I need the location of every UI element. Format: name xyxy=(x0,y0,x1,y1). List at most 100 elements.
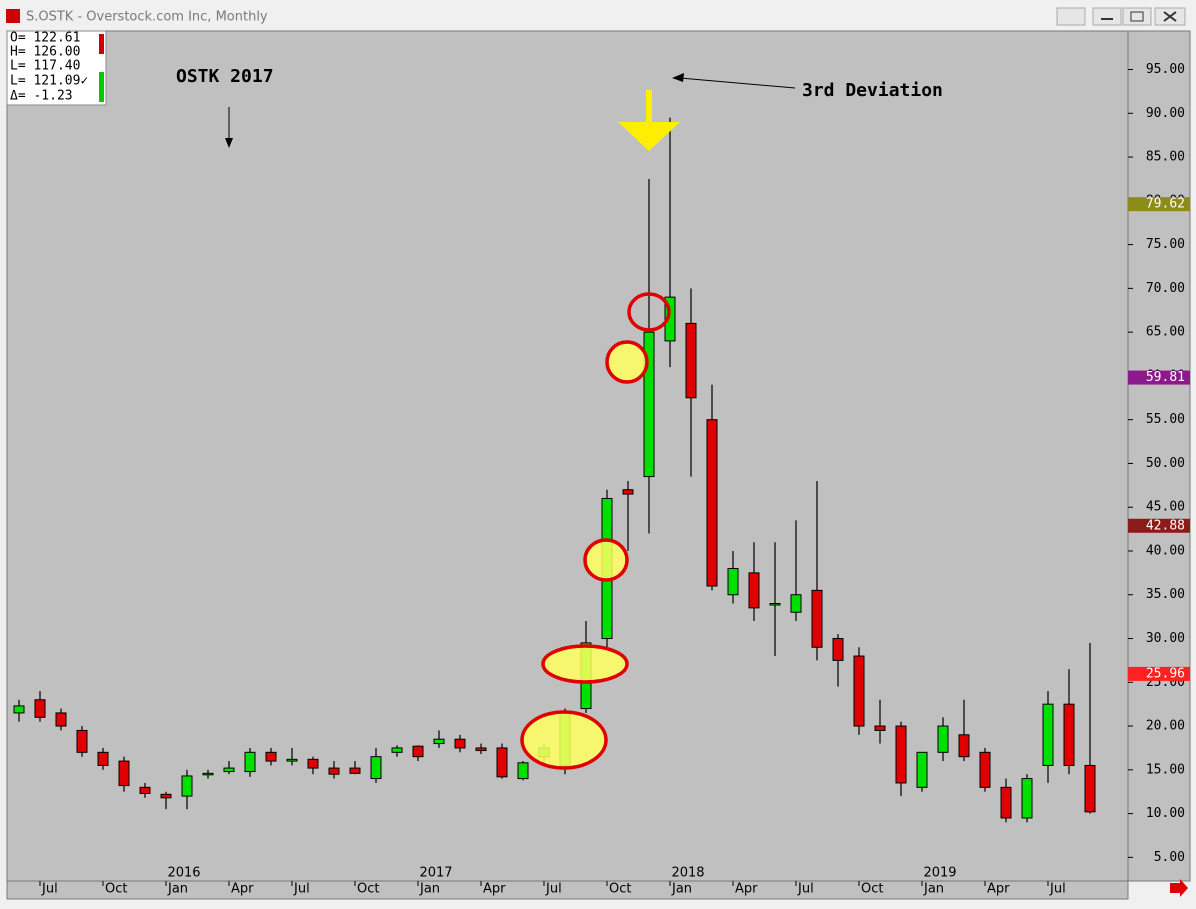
x-tick-label: Oct xyxy=(609,882,631,897)
candle-body xyxy=(34,699,46,718)
y-tick-label: 70.00 xyxy=(1146,281,1185,296)
scroll-arrow[interactable] xyxy=(1170,879,1188,897)
candle-body xyxy=(790,594,802,613)
candle-body xyxy=(706,419,718,587)
x-tick-label: Jul xyxy=(1049,882,1066,897)
candle-body xyxy=(118,760,130,787)
price-tag xyxy=(1128,370,1190,385)
window-title: S.OSTK - Overstock.com Inc, Monthly xyxy=(26,10,268,25)
candle-body xyxy=(727,567,739,596)
highlight-ellipse xyxy=(627,292,671,332)
candle-body xyxy=(454,738,466,749)
info-last: L= 121.09✓ xyxy=(10,74,88,89)
candle-body xyxy=(496,747,508,778)
highlights xyxy=(520,292,671,770)
candle-body xyxy=(664,296,676,342)
year-label: 2018 xyxy=(671,866,704,881)
app-icon xyxy=(6,9,20,23)
highlight-ellipse xyxy=(520,710,608,770)
candle-body xyxy=(853,655,865,727)
candle-body xyxy=(958,734,970,758)
y-tick-label: 40.00 xyxy=(1146,543,1185,558)
y-tick-label: 95.00 xyxy=(1146,62,1185,77)
candle-body xyxy=(328,767,340,775)
x-tick-label: Apr xyxy=(735,882,758,897)
candle-body xyxy=(475,747,487,752)
x-tick-label: Jan xyxy=(419,882,440,897)
price-axis xyxy=(1127,30,1191,882)
minimize-button[interactable] xyxy=(1092,7,1122,26)
maximize-button[interactable] xyxy=(1122,7,1152,26)
annotation: OSTK 2017 xyxy=(176,66,274,87)
candle-body xyxy=(202,772,214,776)
highlight-ellipse xyxy=(605,340,649,384)
annotation: 3rd Deviation xyxy=(802,80,943,101)
link-button[interactable] xyxy=(1056,7,1086,26)
candle-body xyxy=(643,331,655,478)
candle-body xyxy=(286,758,298,762)
x-tick-label: Jan xyxy=(923,882,944,897)
title-bar xyxy=(0,0,1196,31)
candle-body xyxy=(76,729,88,753)
highlight-ellipse xyxy=(541,644,629,684)
price-tag-label: 25.96 xyxy=(1146,666,1185,681)
price-tag xyxy=(1128,666,1190,681)
candle-body xyxy=(55,712,67,727)
price-tag xyxy=(1128,518,1190,533)
candle-body xyxy=(370,756,382,780)
candle-body xyxy=(181,775,193,797)
x-tick-label: Apr xyxy=(231,882,254,897)
price-tag-label: 59.81 xyxy=(1146,370,1185,385)
y-tick-label: 55.00 xyxy=(1146,412,1185,427)
year-label: 2019 xyxy=(923,866,956,881)
candle-body xyxy=(769,603,781,606)
y-tick-label: 35.00 xyxy=(1146,587,1185,602)
info-open: O= 122.61 xyxy=(10,31,80,46)
yellow-arrow xyxy=(646,90,652,124)
y-tick-label: 15.00 xyxy=(1146,762,1185,777)
highlight-ellipse xyxy=(583,538,629,582)
x-tick-label: Jul xyxy=(545,882,562,897)
candle-body xyxy=(811,589,823,648)
candle-body xyxy=(1063,703,1075,766)
x-tick-label: Apr xyxy=(483,882,506,897)
x-tick-label: Oct xyxy=(105,882,127,897)
candle-body xyxy=(1021,778,1033,819)
close-glyph xyxy=(1163,11,1177,22)
x-tick-label: Oct xyxy=(357,882,379,897)
x-tick-label: Jan xyxy=(167,882,188,897)
annotation-arrow xyxy=(679,77,796,89)
candle-body xyxy=(1084,764,1096,813)
candle-body xyxy=(874,725,886,731)
y-tick-label: 75.00 xyxy=(1146,237,1185,252)
y-tick-label: 90.00 xyxy=(1146,106,1185,121)
info-change: Δ= -1.23 xyxy=(10,89,73,104)
x-tick-label: Jul xyxy=(797,882,814,897)
candle-body xyxy=(1000,786,1012,819)
price-tag xyxy=(1128,197,1190,212)
y-tick-label: 20.00 xyxy=(1146,719,1185,734)
candle-body xyxy=(97,751,109,766)
y-tick-label: 10.00 xyxy=(1146,806,1185,821)
candle-body xyxy=(979,751,991,788)
candle-body xyxy=(433,738,445,745)
candle-body xyxy=(307,758,319,769)
info-bar xyxy=(99,72,104,102)
x-tick-label: Jul xyxy=(293,882,310,897)
year-label: 2016 xyxy=(167,866,200,881)
candle-body xyxy=(13,705,25,714)
arrow-head xyxy=(672,73,684,82)
year-label: 2017 xyxy=(419,866,452,881)
y-tick-label: 85.00 xyxy=(1146,150,1185,165)
candle-body xyxy=(223,767,235,773)
y-tick-label: 45.00 xyxy=(1146,500,1185,515)
candle-body xyxy=(265,751,277,762)
candle-body xyxy=(748,572,760,609)
candle-body xyxy=(349,767,361,774)
candle-body xyxy=(937,725,949,753)
x-tick-label: Jul xyxy=(41,882,58,897)
y-tick-label: 65.00 xyxy=(1146,325,1185,340)
y-tick-label: 30.00 xyxy=(1146,631,1185,646)
